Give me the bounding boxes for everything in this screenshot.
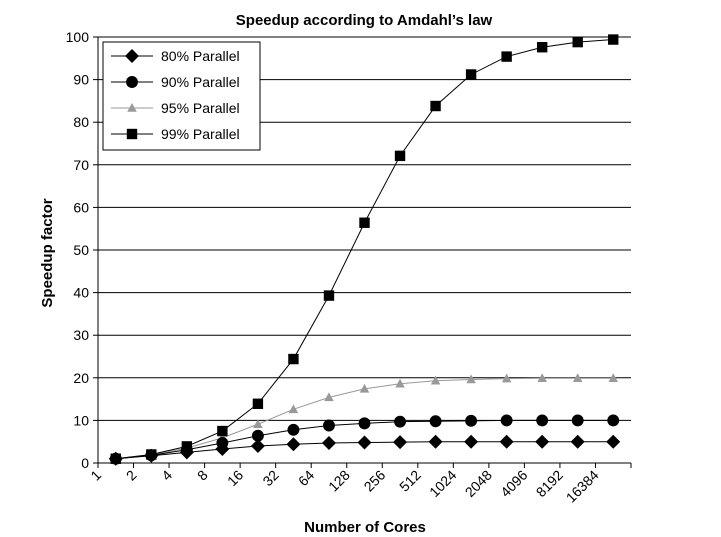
data-point-triangle <box>608 373 618 382</box>
data-point-square <box>181 441 193 452</box>
data-point-circle <box>323 419 335 432</box>
x-axis-label: Number of Cores <box>304 519 426 536</box>
data-point-square <box>252 398 264 409</box>
legend-marker-square <box>126 128 138 140</box>
y-tick-label: 80 <box>73 114 89 130</box>
x-tick-label: 8192 <box>533 467 566 500</box>
data-point-circle <box>500 414 513 427</box>
data-point-square <box>572 36 583 48</box>
legend-label: 99% Parallel <box>161 126 240 142</box>
legend-marker-triangle <box>127 103 137 112</box>
y-tick-label: 20 <box>73 370 89 386</box>
x-tick-label: 64 <box>295 467 317 489</box>
data-point-triangle <box>501 373 512 383</box>
data-point-circle <box>358 417 371 430</box>
gridlines <box>98 36 631 421</box>
x-tick-label: 1024 <box>426 467 459 500</box>
x-tick-label: 1 <box>87 467 104 484</box>
data-point-square <box>501 51 512 62</box>
x-tick-label: 2048 <box>462 467 495 500</box>
data-point-square <box>430 100 441 112</box>
data-point-triangle <box>395 378 405 388</box>
data-point-triangle <box>572 373 583 382</box>
legend-marker-circle <box>126 76 138 88</box>
data-point-diamond <box>535 434 550 449</box>
data-point-diamond <box>357 435 372 450</box>
x-tick-label: 4096 <box>497 467 530 500</box>
data-point-circle <box>216 437 229 449</box>
data-point-circle <box>465 414 478 427</box>
data-point-square <box>359 217 370 228</box>
x-tick-label: 32 <box>259 467 281 489</box>
x-tick-label: 128 <box>325 467 353 495</box>
x-tick-label: 2 <box>123 467 140 484</box>
data-point-circle <box>571 414 584 427</box>
data-point-triangle <box>324 392 334 402</box>
data-point-square <box>323 290 335 301</box>
data-point-diamond <box>286 437 301 452</box>
data-point-circle <box>536 414 549 427</box>
data-point-square <box>608 34 619 45</box>
y-tick-label: 10 <box>73 412 89 428</box>
data-point-square <box>146 449 157 460</box>
data-point-triangle <box>466 374 476 384</box>
y-tick-label: 40 <box>73 285 89 301</box>
data-point-circle <box>607 414 620 427</box>
x-tick-label: 16384 <box>563 467 602 506</box>
series-markers <box>108 34 621 466</box>
y-tick-label: 60 <box>73 199 89 215</box>
y-tick-label: 30 <box>73 327 89 343</box>
data-point-diamond <box>428 434 443 449</box>
y-axis-label: Speedup factor <box>39 198 56 307</box>
data-point-diamond <box>393 435 408 450</box>
data-point-diamond <box>606 434 621 449</box>
data-point-diamond <box>499 434 514 449</box>
data-point-circle <box>429 415 442 428</box>
legend-label: 90% Parallel <box>161 74 240 90</box>
data-point-triangle <box>537 373 547 382</box>
data-point-square <box>288 353 299 365</box>
y-tick-label: 90 <box>73 72 89 88</box>
data-point-square <box>465 69 477 80</box>
x-tick-label: 512 <box>396 467 424 495</box>
y-tick-label: 50 <box>73 242 89 258</box>
data-point-square <box>394 150 406 162</box>
legend-label: 95% Parallel <box>161 100 240 116</box>
chart-title: Speedup according to Amdahl’s law <box>236 12 493 29</box>
y-tick-label: 0 <box>81 455 89 471</box>
x-tick-label: 4 <box>158 467 175 484</box>
data-point-diamond <box>570 434 585 449</box>
legend: 80% Parallel 90% Parallel 95% Parallel 99% … <box>102 41 261 151</box>
data-point-square <box>110 453 121 464</box>
data-point-circle <box>287 423 300 436</box>
data-point-square <box>536 42 548 53</box>
data-point-triangle <box>430 375 441 385</box>
data-point-triangle <box>288 404 299 414</box>
data-point-square <box>217 425 228 437</box>
data-point-circle <box>394 415 406 428</box>
data-point-triangle <box>359 383 370 393</box>
data-point-diamond <box>321 435 336 450</box>
x-tick-label: 8 <box>194 467 211 484</box>
legend-label: 80% Parallel <box>161 48 240 64</box>
data-point-diamond <box>250 438 265 453</box>
data-point-circle <box>251 429 264 442</box>
data-point-triangle <box>253 419 263 428</box>
x-tick-label: 256 <box>361 467 389 495</box>
y-axis-ticks: 0 10 20 30 40 50 60 70 80 90 100 <box>66 29 98 471</box>
legend-marker-diamond <box>125 49 139 63</box>
y-tick-label: 70 <box>73 157 89 173</box>
data-point-diamond <box>464 434 479 449</box>
y-tick-label: 100 <box>66 29 90 45</box>
x-tick-label: 16 <box>224 467 246 489</box>
